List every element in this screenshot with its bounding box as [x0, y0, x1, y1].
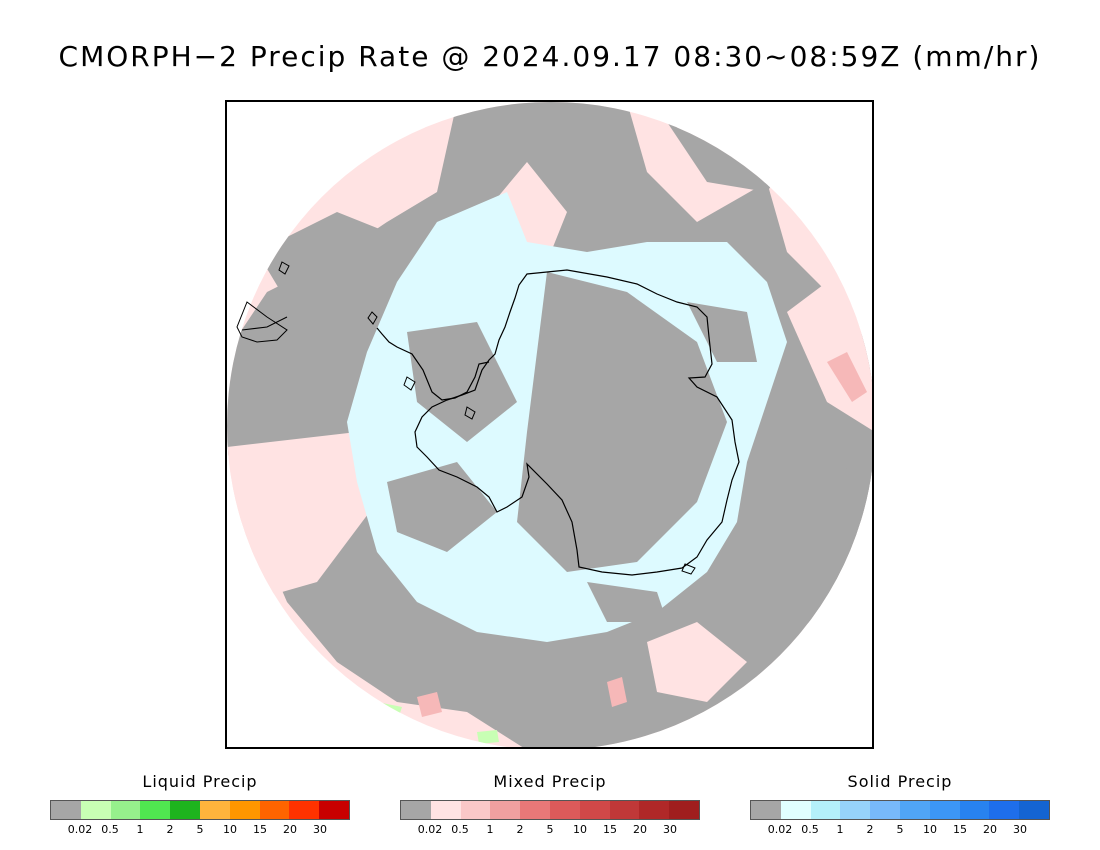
- legend-swatch-4: [520, 801, 550, 819]
- legend-tick-label: 2: [866, 823, 874, 836]
- legend-tick-label: 2: [516, 823, 524, 836]
- legend-liquid: Liquid Precip 0.02 0.5 1 2 5 10 15 20 30: [50, 772, 350, 837]
- legend-swatch-3: [840, 801, 871, 819]
- legend-tick-label: 15: [253, 823, 267, 836]
- legend-ticks: 0.02 0.5 1 2 5 10 15 20 30: [50, 823, 350, 837]
- legend-swatch-5: [899, 801, 930, 819]
- legend-swatch-6: [579, 801, 610, 819]
- legend-swatch-4: [870, 801, 900, 819]
- legend-swatch-8: [289, 801, 320, 819]
- legend-ticks: 0.02 0.5 1 2 5 10 15 20 30: [750, 823, 1050, 837]
- legend-color-bar: [50, 800, 350, 820]
- legend-swatch-5: [199, 801, 230, 819]
- legend-swatch-2: [810, 801, 841, 819]
- precip-map: [227, 102, 872, 747]
- no-precip-streaks: [387, 272, 757, 622]
- legend-swatch-6: [229, 801, 260, 819]
- legend-swatch-0: [401, 801, 431, 819]
- legend-swatch-2: [110, 801, 141, 819]
- legend-tick-label: 0.02: [67, 823, 93, 836]
- legend-swatch-7: [959, 801, 990, 819]
- mixed-light-patches: [417, 352, 867, 717]
- legend-swatch-9: [669, 801, 699, 819]
- legend-tick-label: 30: [1013, 823, 1027, 836]
- page-title: CMORPH−2 Precip Rate @ 2024.09.17 08:30~…: [58, 40, 1042, 73]
- legend-tick-label: 30: [663, 823, 677, 836]
- legend-swatch-8: [639, 801, 670, 819]
- legend-tick-label: 30: [313, 823, 327, 836]
- antarctic-peninsula-coastline: [376, 327, 490, 401]
- legend-tick-label: 20: [983, 823, 997, 836]
- legend-swatch-9: [319, 801, 349, 819]
- legend-title: Solid Precip: [847, 772, 953, 791]
- legend-tick-label: 5: [196, 823, 204, 836]
- legend-tick-label: 1: [836, 823, 844, 836]
- legend-tick-label: 0.5: [801, 823, 819, 836]
- legend-swatch-9: [1019, 801, 1049, 819]
- legend-tick-label: 5: [896, 823, 904, 836]
- legend-tick-label: 0.5: [451, 823, 469, 836]
- legend-tick-label: 20: [283, 823, 297, 836]
- legend-solid: Solid Precip 0.02 0.5 1 2 5 10 15 20 30: [750, 772, 1050, 837]
- legend-tick-label: 0.5: [101, 823, 119, 836]
- legend-tick-label: 15: [603, 823, 617, 836]
- legend-swatch-1: [780, 801, 811, 819]
- legend-color-bar: [400, 800, 700, 820]
- legend-swatch-7: [259, 801, 290, 819]
- legend-mixed: Mixed Precip 0.02 0.5 1 2 5 10 15 20 30: [400, 772, 700, 837]
- legend-swatch-0: [51, 801, 81, 819]
- legend-tick-label: 10: [573, 823, 587, 836]
- legend-swatch-8: [989, 801, 1020, 819]
- legend-tick-label: 10: [223, 823, 237, 836]
- legend-swatch-6: [929, 801, 960, 819]
- legend-tick-label: 1: [486, 823, 494, 836]
- legend-tick-label: 0.02: [767, 823, 793, 836]
- south-america-coastline: [236, 301, 288, 343]
- legend-title: Mixed Precip: [493, 772, 607, 791]
- map-frame: [225, 100, 874, 749]
- legend-swatch-5: [549, 801, 580, 819]
- legend-swatch-0: [751, 801, 781, 819]
- legend-swatch-1: [430, 801, 461, 819]
- legend-swatch-3: [140, 801, 171, 819]
- legend-swatch-1: [80, 801, 111, 819]
- legend-tick-label: 0.02: [417, 823, 443, 836]
- legend-swatch-2: [460, 801, 491, 819]
- legend-title: Liquid Precip: [142, 772, 258, 791]
- legend-tick-label: 2: [166, 823, 174, 836]
- legend-swatch-3: [490, 801, 521, 819]
- legend-color-bar: [750, 800, 1050, 820]
- legend-swatch-7: [609, 801, 640, 819]
- legend-ticks: 0.02 0.5 1 2 5 10 15 20 30: [400, 823, 700, 837]
- legend-swatch-4: [170, 801, 200, 819]
- legend-tick-label: 20: [633, 823, 647, 836]
- legend-tick-label: 5: [546, 823, 554, 836]
- legend-tick-label: 1: [136, 823, 144, 836]
- legend-tick-label: 15: [953, 823, 967, 836]
- antarctica-coastline: [414, 269, 740, 576]
- legend-tick-label: 10: [923, 823, 937, 836]
- island-outlines: [278, 261, 696, 575]
